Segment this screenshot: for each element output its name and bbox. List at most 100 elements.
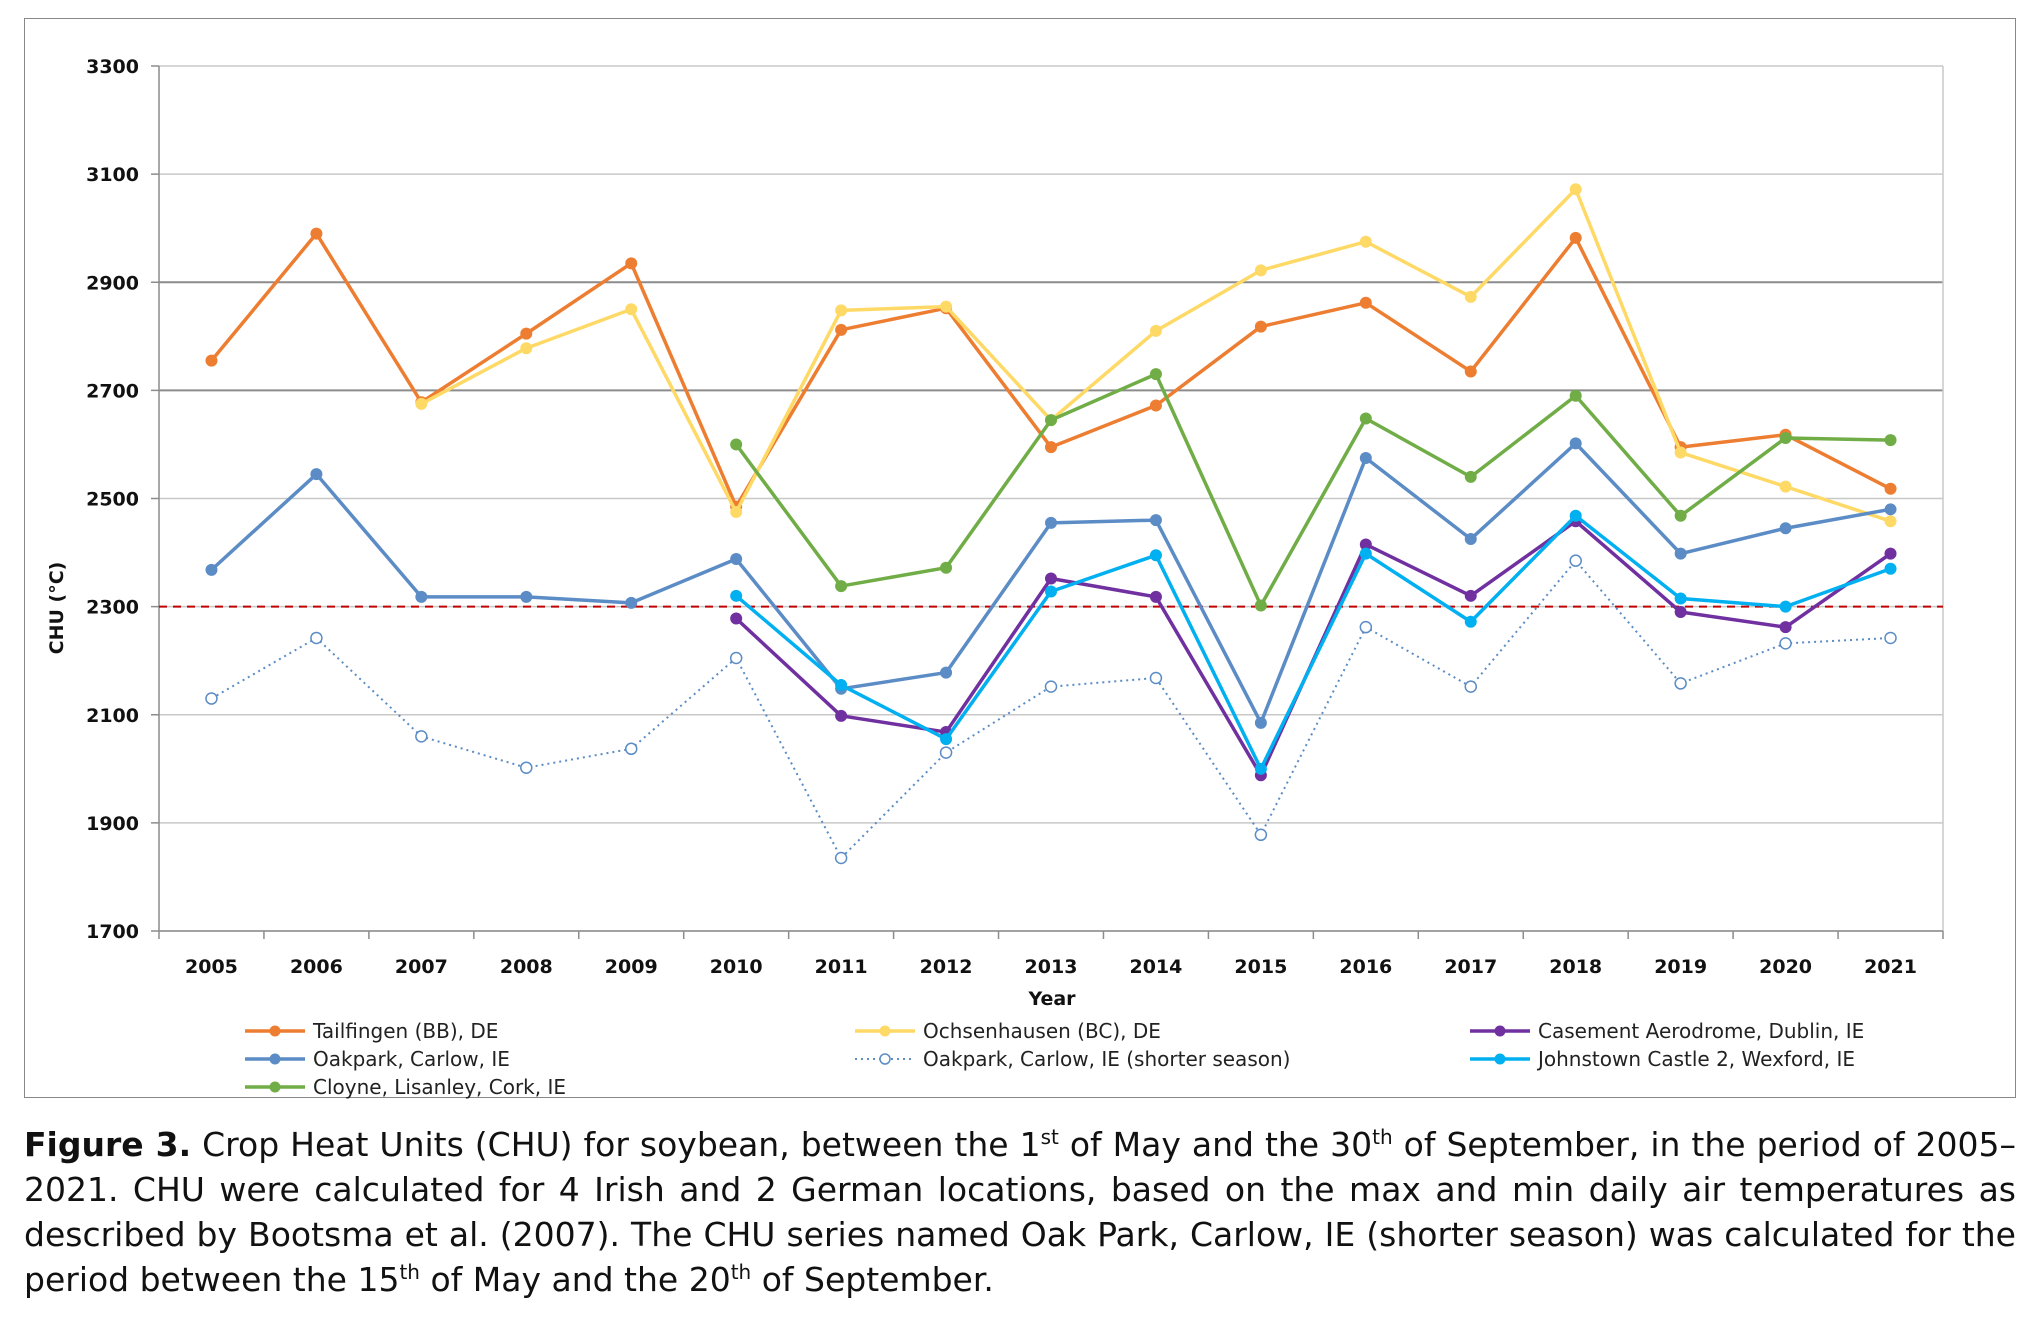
data-point [835, 304, 848, 317]
data-point [940, 561, 953, 574]
data-point [1884, 503, 1897, 516]
data-point [415, 730, 428, 743]
x-tick-label: 2014 [1129, 956, 1182, 978]
legend-item: Tailfingen (BB), DE [245, 1019, 498, 1043]
data-point [1674, 677, 1687, 690]
data-point [205, 354, 218, 367]
series-line [210, 559, 1891, 860]
y-tick-label: 3100 [86, 164, 139, 186]
data-point [1779, 522, 1792, 535]
data-point [1359, 538, 1372, 551]
data-point [624, 742, 638, 756]
grid-lines [159, 65, 1943, 932]
x-tick-label: 2021 [1864, 956, 1917, 978]
caption-sup-2: th [1372, 1125, 1393, 1149]
data-point [1884, 547, 1897, 560]
x-tick-label: 2013 [1025, 956, 1078, 978]
data-point [1149, 549, 1162, 562]
data-point [1569, 509, 1582, 522]
data-point [520, 761, 533, 774]
data-point [1359, 620, 1373, 634]
data-point [1045, 572, 1057, 585]
data-point [1464, 680, 1478, 693]
legend-swatch-marker [269, 1025, 281, 1037]
caption-text-3: of September, in the period of 2005–2021… [24, 1125, 2016, 1299]
legend-item: Johnstown Castle 2, Wexford, IE [1470, 1047, 1855, 1071]
caption-text-2: of May and the 30 [1058, 1125, 1373, 1164]
data-point [1884, 562, 1897, 575]
data-point [625, 303, 638, 316]
data-point [625, 596, 638, 609]
data-point [940, 733, 953, 746]
data-point [1884, 434, 1897, 447]
y-tick-label: 2500 [86, 489, 139, 511]
data-point [1569, 231, 1582, 244]
axes [151, 65, 1944, 939]
data-point [1569, 183, 1582, 196]
data-point [1884, 515, 1897, 528]
legend-item: Ochsenhausen (BC), DE [855, 1019, 1161, 1043]
data-point [1045, 414, 1057, 427]
data-point [730, 438, 743, 451]
x-tick-label: 2019 [1654, 956, 1707, 978]
y-tick-label: 3300 [86, 56, 139, 78]
y-tick-label: 2900 [86, 272, 139, 294]
legend-swatch-marker [269, 1081, 281, 1093]
data-point [1464, 290, 1477, 303]
data-point [835, 580, 848, 593]
series-ochsenhausen-bc-de [415, 183, 1897, 528]
data-point [1779, 621, 1792, 634]
x-tick-label: 2010 [710, 956, 763, 978]
data-point [1464, 615, 1477, 628]
legend-swatch-marker [1494, 1025, 1506, 1037]
caption-sup-1: st [1040, 1125, 1059, 1149]
data-point [1779, 431, 1792, 444]
x-tick-label: 2015 [1234, 956, 1287, 978]
x-tick-label: 2009 [605, 956, 658, 978]
data-point [940, 300, 953, 313]
legend-swatch-marker [879, 1053, 891, 1065]
series-johnstown-castle-2-wexford-ie [730, 509, 1897, 775]
data-point [1149, 324, 1162, 337]
y-tick-label: 1900 [86, 813, 139, 835]
y-axis-title: CHU (°C) [46, 562, 68, 655]
data-point [730, 506, 743, 519]
y-tick-label: 2700 [86, 380, 139, 402]
data-point [1149, 671, 1163, 685]
data-point [1674, 509, 1687, 522]
figure-caption: Figure 3. Crop Heat Units (CHU) for soyb… [24, 1122, 2016, 1302]
data-point [415, 590, 428, 603]
legend-swatch-marker [269, 1053, 281, 1065]
data-point [1464, 533, 1477, 546]
chart-frame: 1700 1900 2100 2300 2500 2700 2900 3100 3300 200… [24, 18, 2016, 1099]
data-point [1359, 235, 1372, 248]
data-point [1359, 296, 1372, 309]
series-oakpark-carlow-ie-shorter-season [205, 554, 1897, 865]
data-point [1045, 585, 1057, 598]
y-tick-label: 2300 [86, 597, 139, 619]
data-point [835, 323, 848, 336]
caption-text-1: Crop Heat Units (CHU) for soybean, betwe… [191, 1125, 1041, 1164]
data-point [835, 709, 848, 722]
data-point [1464, 470, 1477, 483]
legend-label: Cloyne, Lisanley, Cork, IE [313, 1075, 566, 1099]
data-point [1884, 631, 1897, 645]
legend-label: Oakpark, Carlow, IE (shorter season) [923, 1047, 1290, 1071]
x-tick-label: 2008 [500, 956, 553, 978]
data-point [1464, 589, 1477, 602]
data-point [1149, 399, 1162, 412]
y-tick-label: 2100 [86, 705, 139, 727]
caption-sup-4: th [730, 1260, 752, 1284]
legend: Tailfingen (BB), DE Ochsenhausen (BC), DE… [245, 1019, 1864, 1099]
x-tick-label: 2020 [1759, 956, 1812, 978]
data-point [940, 666, 953, 679]
y-tick-label: 1700 [86, 921, 139, 943]
legend-item: Oakpark, Carlow, IE (shorter season) [855, 1047, 1290, 1071]
x-axis-title: Year [1027, 988, 1076, 1010]
data-point [1674, 592, 1687, 605]
x-tick-label: 2012 [920, 956, 973, 978]
legend-swatch-marker [879, 1025, 891, 1037]
data-point [1884, 482, 1897, 495]
data-point [625, 257, 638, 270]
data-point [1674, 606, 1687, 619]
